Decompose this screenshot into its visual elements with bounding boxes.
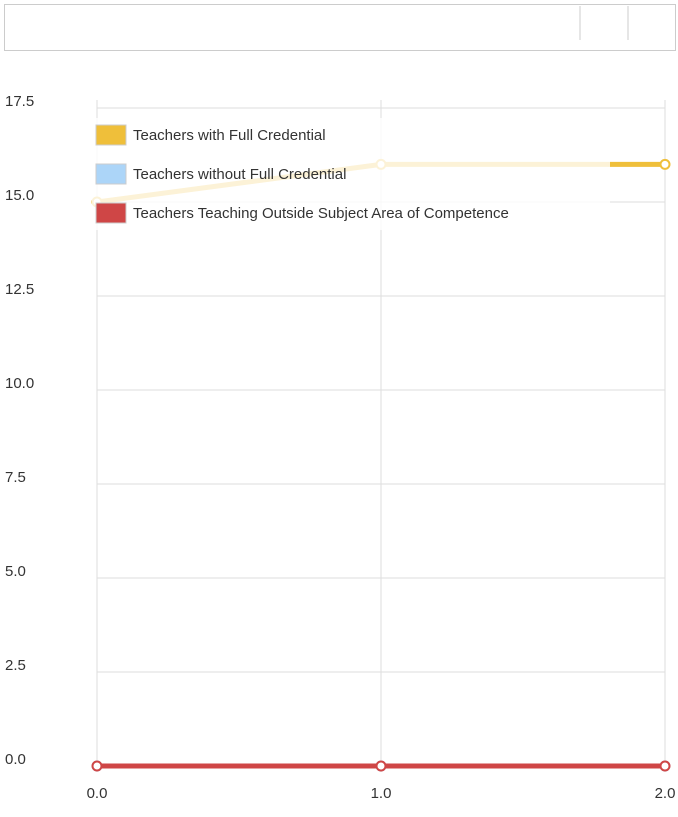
x-tick-label: 1.0 <box>371 785 392 802</box>
x-tick-label: 2.0 <box>655 785 676 802</box>
legend-swatch <box>95 124 127 146</box>
x-tick-label: 0.0 <box>87 785 108 802</box>
legend-background <box>92 118 610 230</box>
legend-swatch <box>95 202 127 224</box>
data-point <box>375 760 387 772</box>
y-tick-label: 2.5 <box>5 657 26 674</box>
y-tick-label: 10.0 <box>5 375 34 392</box>
data-point <box>659 158 671 170</box>
toolbar <box>4 4 676 51</box>
data-point <box>659 760 671 772</box>
data-point <box>91 760 103 772</box>
legend-label: Teachers without Full Credential <box>133 166 346 183</box>
y-tick-label: 5.0 <box>5 563 26 580</box>
legend-label: Teachers with Full Credential <box>133 127 326 144</box>
y-tick-label: 17.5 <box>5 93 34 110</box>
y-tick-label: 15.0 <box>5 187 34 204</box>
legend-swatch <box>95 163 127 185</box>
legend: Teachers with Full Credential Teachers wi… <box>92 118 610 230</box>
y-tick-label: 7.5 <box>5 469 26 486</box>
y-tick-label: 0.0 <box>5 751 26 768</box>
legend-label: Teachers Teaching Outside Subject Area o… <box>133 205 509 222</box>
y-tick-label: 12.5 <box>5 281 34 298</box>
